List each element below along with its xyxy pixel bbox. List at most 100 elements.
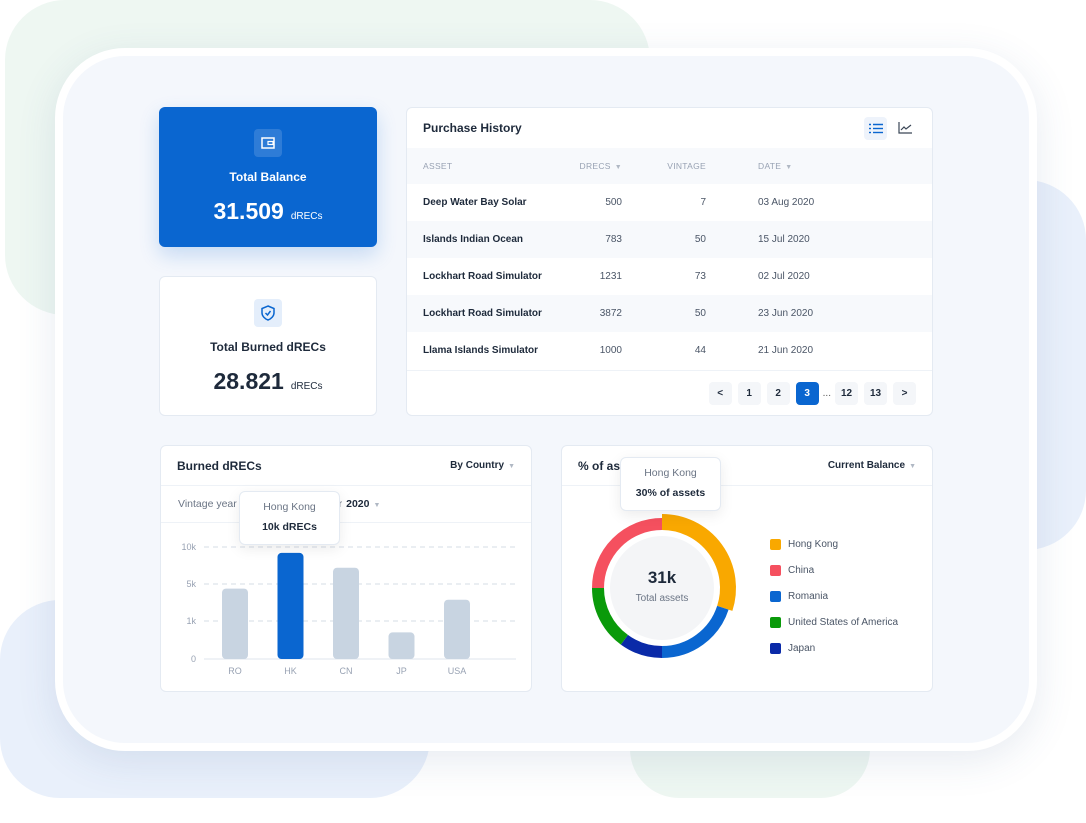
page-button-current[interactable]: 3 <box>795 382 819 405</box>
x-tick-label: JP <box>396 666 407 676</box>
total-assets-label: Total assets <box>635 593 689 604</box>
table-row[interactable]: Llama Islands Simulator 1000 44 21 Jun 2020 <box>407 332 932 369</box>
table-row[interactable]: Lockhart Road Simulator 3872 50 23 Jun 2020 <box>407 295 932 332</box>
x-tick-label: HK <box>284 666 297 676</box>
y-tick-label: 10k <box>181 542 196 552</box>
pagination: < 1 2 3 ... 12 13 > <box>708 382 916 405</box>
legend-swatch <box>770 564 781 576</box>
cell-date: 03 Aug 2020 <box>758 197 815 208</box>
legend-item[interactable]: China <box>770 557 898 583</box>
vintage-year-label: Vintage year <box>178 498 237 510</box>
cell-drecs: 1231 <box>599 271 622 282</box>
table-row[interactable]: Deep Water Bay Solar 500 7 03 Aug 2020 <box>407 184 932 221</box>
bar-jp[interactable] <box>388 632 415 659</box>
prev-page-button[interactable]: < <box>708 382 732 405</box>
legend-item[interactable]: Japan <box>770 635 898 661</box>
legend-label: United States of America <box>788 616 899 628</box>
unit: dRECs <box>290 211 323 222</box>
donut-legend: Hong Kong China Romania United States of Am… <box>770 531 898 661</box>
cell-vintage: 73 <box>694 271 706 282</box>
cell-date: 15 Jul 2020 <box>706 221 932 258</box>
legend-item[interactable]: Hong Kong <box>770 531 898 557</box>
total-burned-label: Total Burned dRECs <box>210 340 326 354</box>
burned-title: Burned dRECs <box>177 458 262 473</box>
cell-drecs: 500 <box>605 197 622 208</box>
list-icon[interactable] <box>864 116 887 140</box>
page-button[interactable]: 13 <box>864 382 887 405</box>
shield-check-icon <box>254 299 282 327</box>
cell-asset: Islands Indian Ocean <box>407 221 557 258</box>
cell-date: 02 Jul 2020 <box>758 271 810 282</box>
total-burned-card: Total Burned dRECs 28.821 dRECs <box>159 276 377 416</box>
y-tick-label: 5k <box>186 579 196 589</box>
donut-segment-japan[interactable] <box>620 634 663 658</box>
cell-asset: Deep Water Bay Solar <box>423 197 527 208</box>
current-balance-dropdown[interactable]: Current Balance ▼ <box>827 460 916 471</box>
col-drecs[interactable]: DRECS ▼ <box>557 148 622 184</box>
cell-date: 23 Jun 2020 <box>706 295 932 332</box>
legend-label: China <box>788 564 815 576</box>
cell-date: 21 Jun 2020 <box>758 345 814 356</box>
cell-asset: Lockhart Road Simulator <box>407 295 557 332</box>
cell-vintage: 50 <box>622 295 706 332</box>
page-button[interactable]: 2 <box>766 382 790 405</box>
donut-segment-china[interactable] <box>592 518 663 589</box>
cell-asset: Lockhart Road Simulator <box>423 271 542 282</box>
purchase-history-title: Purchase History <box>423 121 522 135</box>
table-row[interactable]: Lockhart Road Simulator 1231 73 02 Jul 2020 <box>407 258 932 295</box>
total-burned-value: 28.821 <box>213 368 284 394</box>
legend-swatch <box>770 642 781 654</box>
col-vintage: VINTAGE <box>622 148 706 184</box>
donut-center: 31k Total assets <box>612 568 712 604</box>
legend-label: Japan <box>788 642 816 654</box>
cell-drecs: 1000 <box>599 345 622 356</box>
x-tick-label: USA <box>448 666 467 676</box>
legend-swatch <box>770 590 781 602</box>
legend-swatch <box>770 616 781 628</box>
x-tick-label: RO <box>228 666 242 676</box>
donut-tooltip: Hong Kong 30% of assets <box>620 457 721 511</box>
purchase-table: ASSET DRECS ▼ VINTAGE DATE ▼ Deep Water Ba… <box>407 148 932 369</box>
cell-drecs: 783 <box>557 221 622 258</box>
donut-chart <box>592 514 736 658</box>
cell-drecs: 3872 <box>557 295 622 332</box>
legend-item[interactable]: United States of America <box>770 609 898 635</box>
y-tick-label: 0 <box>191 654 196 664</box>
legend-label: Romania <box>788 590 829 602</box>
bar-ro[interactable] <box>222 588 248 659</box>
page-button[interactable]: 1 <box>737 382 761 405</box>
bar-cn[interactable] <box>333 567 359 659</box>
col-date[interactable]: DATE ▼ <box>706 148 932 184</box>
page-button[interactable]: 12 <box>835 382 858 405</box>
donut-center-circle <box>610 536 714 640</box>
purchase-history-card: Purchase History ASSET DRECS ▼ VINTAGE DA… <box>406 107 933 416</box>
total-assets-value: 31k <box>647 568 677 587</box>
col-asset[interactable]: ASSET <box>407 148 557 184</box>
by-country-dropdown[interactable]: By Country ▼ <box>450 460 515 471</box>
donut-segment-romania[interactable] <box>661 605 729 658</box>
cell-asset: Llama Islands Simulator <box>423 345 539 356</box>
bar-usa[interactable] <box>444 599 470 659</box>
line-chart-icon[interactable] <box>893 117 916 140</box>
next-page-button[interactable]: > <box>893 382 916 405</box>
bar-tooltip: Hong Kong 10k dRECs <box>239 491 340 545</box>
x-tick-label: CN <box>340 666 353 676</box>
wallet-icon <box>254 129 282 157</box>
cell-vintage: 7 <box>700 197 706 208</box>
donut-segment-hong-kong[interactable] <box>661 514 736 611</box>
table-row[interactable]: Islands Indian Ocean 783 50 15 Jul 2020 <box>407 221 932 258</box>
bar-hk[interactable] <box>277 552 304 659</box>
y-tick-label: 1k <box>186 616 196 626</box>
total-balance-card: Total Balance 31.509 dRECs <box>159 107 377 247</box>
pagination-ellipsis: ... <box>822 388 831 399</box>
bar-chart: 0 1k 5k 10k RO HK CN JP USA <box>181 542 516 676</box>
cell-vintage: 44 <box>694 345 706 356</box>
donut-segment-united-states-of-america[interactable] <box>592 587 629 645</box>
total-balance-value: 31.509 <box>213 198 284 224</box>
legend-swatch <box>770 538 781 550</box>
legend-label: Hong Kong <box>788 538 839 550</box>
legend-item[interactable]: Romania <box>770 583 898 609</box>
cell-vintage: 50 <box>622 221 706 258</box>
year-dropdown[interactable]: 2020 ▼ <box>346 498 381 510</box>
